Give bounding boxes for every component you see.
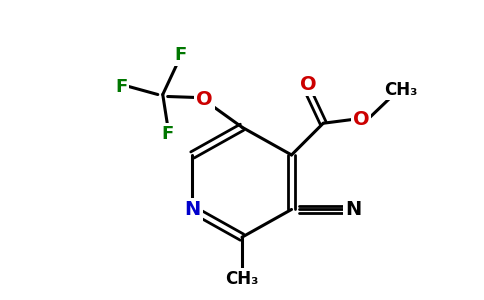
Text: O: O <box>300 75 317 94</box>
Text: N: N <box>184 200 200 219</box>
Text: F: F <box>115 78 127 96</box>
Text: F: F <box>174 46 187 64</box>
Text: N: N <box>345 200 361 219</box>
Text: O: O <box>352 110 369 129</box>
Text: O: O <box>196 90 212 109</box>
Text: CH₃: CH₃ <box>384 81 417 99</box>
Text: CH₃: CH₃ <box>226 270 258 288</box>
Text: N: N <box>184 200 200 219</box>
Text: F: F <box>162 125 174 143</box>
